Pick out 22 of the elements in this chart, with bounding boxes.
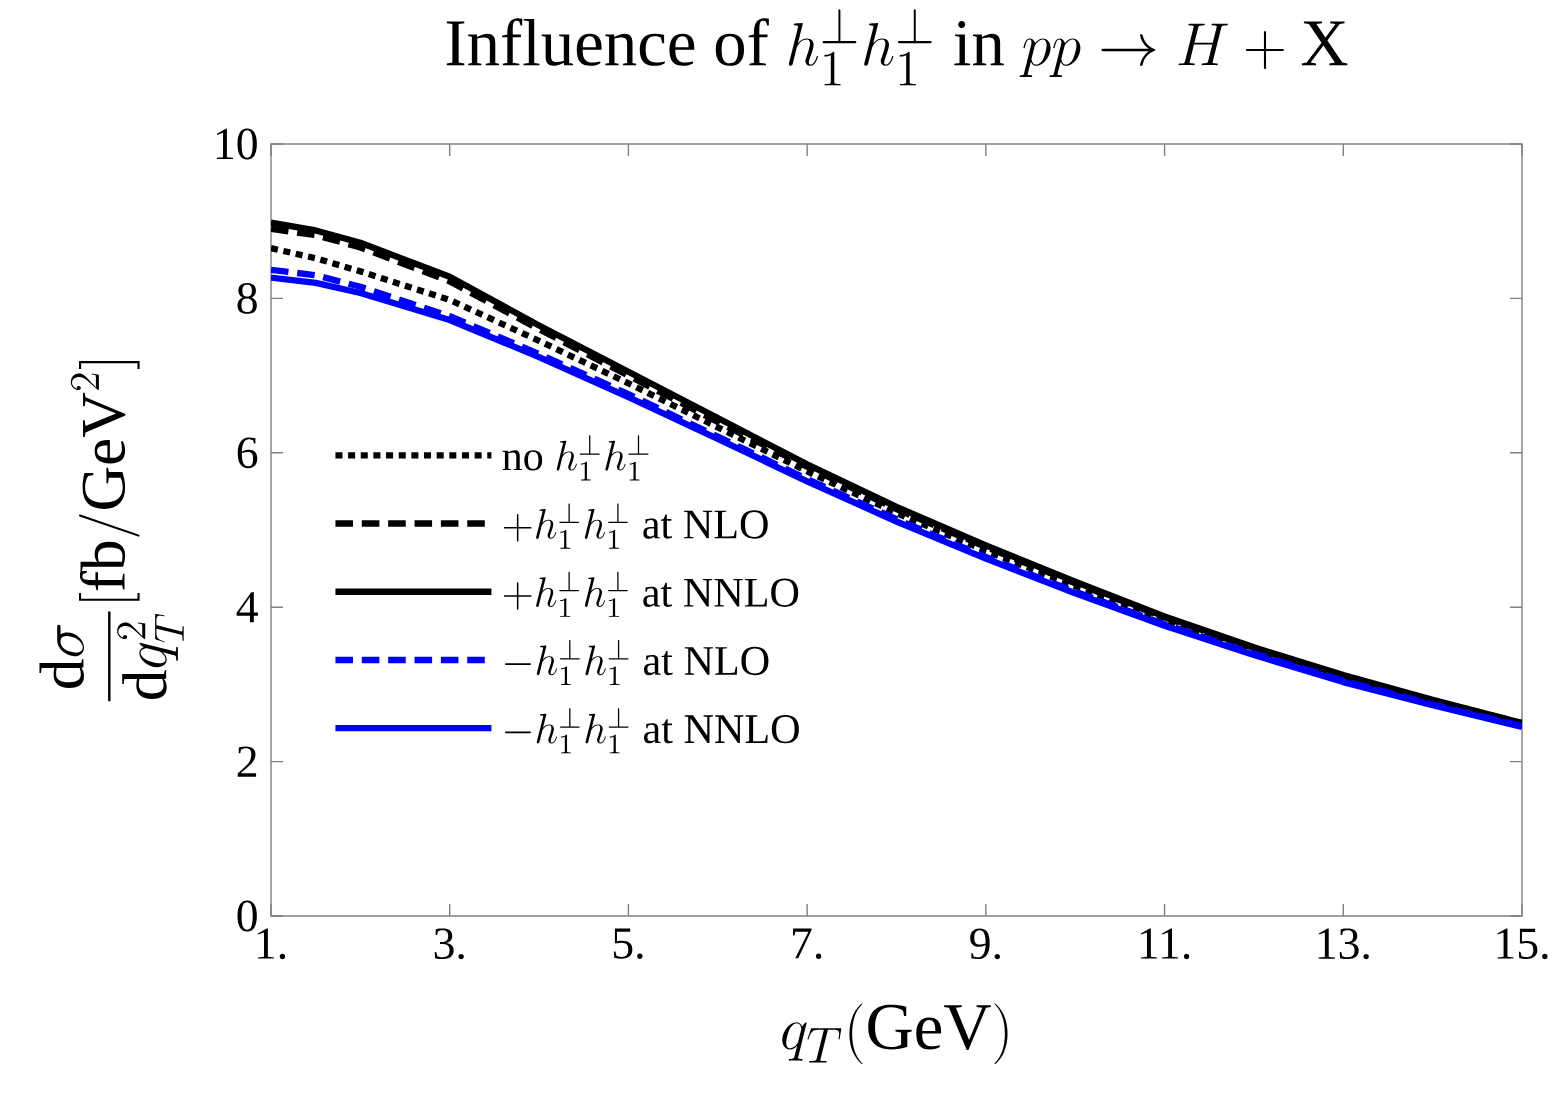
x-tick-label: 3. <box>434 928 464 960</box>
legend-label: $+h_1^{\perp} h_1^{\perp} \text{ at NLO}$ <box>503 503 768 549</box>
legend-label: $+h_1^{\perp} h_1^{\perp} \text{ at NNLO}$ <box>503 571 799 617</box>
legend-label: $-h_1^{\perp} h_1^{\perp} \text{ at NLO}$ <box>505 639 769 686</box>
y-tick-label: 10 <box>216 128 257 160</box>
y-tick-label: 0 <box>237 900 257 932</box>
x-tick-label: 1. <box>257 928 286 960</box>
y-axis-title: $\frac{\mathrm{d}\sigma}{\mathrm{d}q_T^2}[\mathrm{fb}/\mathrm{GeV}^2]$ <box>39 361 184 702</box>
y-tick-label: 8 <box>237 282 257 314</box>
y-tick-label: 2 <box>237 746 257 777</box>
x-tick-label: 7. <box>793 928 822 959</box>
x-tick-label: 5. <box>613 928 643 959</box>
x-tick-label: 9. <box>970 928 1000 960</box>
y-tick-label: 6 <box>237 437 258 469</box>
y-tick-label: 4 <box>236 592 258 623</box>
legend-label: $\text{no } h_1^{\perp} h_1^{\perp}$ <box>502 435 649 481</box>
x-tick-label: 11. <box>1140 928 1190 960</box>
x-tick-label: 15. <box>1497 928 1548 960</box>
x-axis-title: $q_T(\mathrm{GeV})$ <box>782 1003 1008 1065</box>
chart-title: $\text{Influence of } h_1^{\perp} h_1^{\perp} \text{ in } pp \to H + \mathrm{X}$ <box>446 9 1348 86</box>
legend-label: $-h_1^{\perp} h_1^{\perp} \text{ at NNLO}$ <box>505 708 799 754</box>
x-tick-label: 13. <box>1318 928 1369 960</box>
